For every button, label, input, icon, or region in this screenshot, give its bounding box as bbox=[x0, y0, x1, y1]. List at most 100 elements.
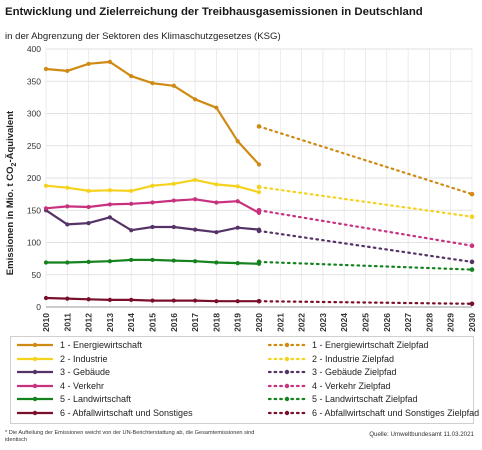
data-point bbox=[65, 222, 70, 227]
data-point bbox=[193, 298, 198, 303]
data-point bbox=[469, 243, 475, 249]
data-point bbox=[43, 260, 49, 265]
x-tick-label: 2016 bbox=[169, 313, 179, 332]
series-line bbox=[257, 300, 474, 305]
data-point bbox=[43, 206, 49, 211]
footnote: * Die Aufteilung der Emissionen weicht v… bbox=[5, 430, 255, 443]
x-tick-label: 2012 bbox=[84, 313, 94, 332]
data-point bbox=[256, 298, 262, 304]
series-line bbox=[257, 229, 474, 263]
data-point bbox=[469, 259, 475, 265]
data-point bbox=[150, 298, 155, 303]
series-line bbox=[257, 209, 474, 247]
data-point bbox=[43, 66, 49, 72]
data-point bbox=[171, 258, 176, 263]
legend-label: 2 - Industrie bbox=[60, 353, 108, 364]
data-point bbox=[129, 297, 134, 303]
legend-swatch bbox=[17, 396, 53, 402]
x-tick-label: 2019 bbox=[233, 313, 243, 332]
x-tick-label: 2023 bbox=[318, 313, 328, 332]
x-tick-label: 2029 bbox=[446, 313, 456, 332]
x-tick-label: 2015 bbox=[148, 313, 158, 332]
data-point bbox=[107, 259, 112, 264]
data-point bbox=[256, 184, 262, 190]
data-point bbox=[171, 298, 176, 303]
legend-label: 5 - Landwirtschaft bbox=[60, 394, 132, 404]
data-point bbox=[193, 177, 198, 183]
data-point bbox=[256, 228, 262, 234]
legend-swatch bbox=[268, 369, 306, 375]
legend-swatch bbox=[268, 410, 306, 415]
data-point bbox=[65, 68, 70, 74]
data-point bbox=[86, 221, 91, 226]
x-tick-label: 2030 bbox=[467, 313, 477, 332]
data-point bbox=[107, 188, 112, 193]
data-point bbox=[235, 199, 240, 204]
y-tick-label: 400 bbox=[27, 44, 41, 54]
legend-swatch bbox=[268, 342, 306, 348]
data-point bbox=[235, 225, 240, 230]
legend-label: 4 - Verkehr Zielpfad bbox=[312, 380, 391, 391]
series-line bbox=[257, 260, 474, 271]
legend-swatch bbox=[268, 383, 306, 388]
data-point bbox=[65, 185, 70, 190]
x-tick-label: 2027 bbox=[403, 313, 413, 332]
data-point bbox=[256, 259, 262, 265]
legend-swatch bbox=[17, 369, 53, 375]
x-tick-label: 2017 bbox=[190, 313, 200, 332]
data-point bbox=[256, 124, 262, 129]
data-point bbox=[171, 181, 176, 186]
data-point bbox=[214, 182, 219, 187]
data-point bbox=[129, 73, 134, 79]
data-point bbox=[171, 83, 176, 88]
data-point bbox=[214, 230, 219, 235]
data-point bbox=[256, 207, 262, 213]
data-point bbox=[86, 297, 91, 302]
legend-label: 6 - Abfallwirtschaft und Sonstiges bbox=[60, 407, 193, 418]
legend-swatch bbox=[268, 356, 306, 361]
data-point bbox=[193, 227, 198, 232]
data-point bbox=[65, 296, 70, 301]
data-point bbox=[107, 202, 112, 207]
legend-item: 4 - Verkehr bbox=[16, 380, 104, 392]
legend-item: 5 - Landwirtschaft bbox=[16, 393, 131, 405]
data-point bbox=[193, 197, 198, 202]
data-point bbox=[214, 200, 219, 205]
data-point bbox=[129, 228, 134, 233]
legend-item: 1 - Energiewirtschaft Zielpfad bbox=[268, 339, 429, 351]
legend-item: 6 - Abfallwirtschaft und Sonstiges Zielp… bbox=[268, 407, 479, 419]
data-point bbox=[469, 267, 475, 272]
chart-title: Entwicklung und Zielerreichung der Treib… bbox=[5, 6, 423, 18]
data-point bbox=[107, 297, 112, 303]
legend-item: 2 - Industrie bbox=[16, 353, 108, 365]
data-point bbox=[235, 261, 240, 266]
legend-item: 3 - Gebäude Zielpfad bbox=[268, 366, 397, 378]
data-point bbox=[214, 105, 219, 110]
y-tick-label: 0 bbox=[36, 302, 41, 312]
data-point bbox=[193, 97, 198, 102]
data-point bbox=[65, 260, 70, 265]
y-tick-label: 350 bbox=[27, 76, 41, 86]
legend-item: 4 - Verkehr Zielpfad bbox=[268, 380, 391, 392]
y-tick-label: 100 bbox=[27, 238, 41, 248]
legend-label: 3 - Gebäude bbox=[60, 367, 111, 377]
data-point bbox=[150, 224, 155, 230]
series-line bbox=[257, 185, 474, 218]
data-point bbox=[86, 204, 91, 210]
legend-item: 6 - Abfallwirtschaft und Sonstiges bbox=[16, 407, 193, 419]
data-point bbox=[469, 191, 475, 197]
legend-swatch bbox=[17, 410, 53, 415]
y-tick-label: 250 bbox=[27, 141, 41, 151]
data-point bbox=[65, 204, 70, 209]
x-tick-label: 2020 bbox=[254, 313, 264, 332]
data-point bbox=[469, 214, 475, 219]
legend-label: 2 - Industrie Zielpfad bbox=[312, 353, 395, 364]
data-point bbox=[235, 184, 240, 189]
legend-item: 1 - Energiewirtschaft bbox=[16, 339, 142, 351]
data-point bbox=[469, 301, 475, 307]
data-point bbox=[214, 260, 219, 265]
x-tick-label: 2011 bbox=[62, 313, 72, 332]
x-tick-label: 2021 bbox=[275, 313, 285, 332]
x-tick-label: 2022 bbox=[297, 313, 307, 332]
data-point bbox=[129, 188, 134, 193]
